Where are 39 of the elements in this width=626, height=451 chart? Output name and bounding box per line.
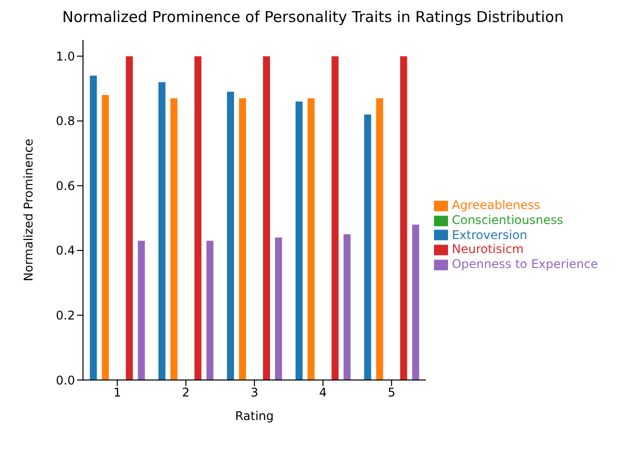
bar [170, 98, 178, 380]
bar [227, 92, 234, 380]
x-axis-title: Rating [235, 409, 274, 423]
legend-label: Conscientiousness [452, 212, 564, 227]
y-tick-label: 0.0 [56, 373, 75, 388]
x-tick-label: 2 [182, 386, 190, 400]
y-tick-label: 0.6 [56, 178, 75, 193]
bar [332, 56, 339, 380]
bar [126, 56, 133, 380]
legend-label: Agreeableness [452, 198, 540, 212]
bar [102, 95, 109, 380]
bar [239, 98, 246, 380]
bar [206, 240, 214, 380]
legend-label: Openness to Experience [452, 257, 598, 272]
legend-label: Neurotisicm [452, 242, 524, 256]
bar [158, 82, 166, 380]
x-tick-label: 3 [250, 386, 258, 400]
bar [263, 56, 270, 380]
chart-title: Normalized Prominence of Personality Traits in Ratings Distribution [61, 8, 565, 28]
x-tick-label: 1 [113, 386, 122, 400]
y-tick-label: 0.2 [56, 308, 75, 322]
bar [344, 234, 351, 380]
legend-label: Extroversion [452, 228, 528, 242]
x-tick-label: 5 [388, 386, 396, 400]
bar [194, 56, 202, 380]
y-tick-label: 1.0 [56, 49, 75, 64]
bar [308, 98, 315, 380]
bar [275, 238, 282, 380]
x-tick-label: 4 [319, 386, 327, 400]
y-axis-title: Normalized Prominence [21, 138, 36, 282]
bar [138, 240, 145, 380]
bar [376, 98, 384, 380]
bar [412, 224, 420, 380]
y-tick-label: 0.8 [56, 114, 75, 128]
bar [90, 76, 97, 380]
bar [364, 114, 372, 380]
y-tick-label: 0.4 [56, 244, 75, 258]
bar [296, 102, 303, 380]
bar [400, 56, 408, 380]
